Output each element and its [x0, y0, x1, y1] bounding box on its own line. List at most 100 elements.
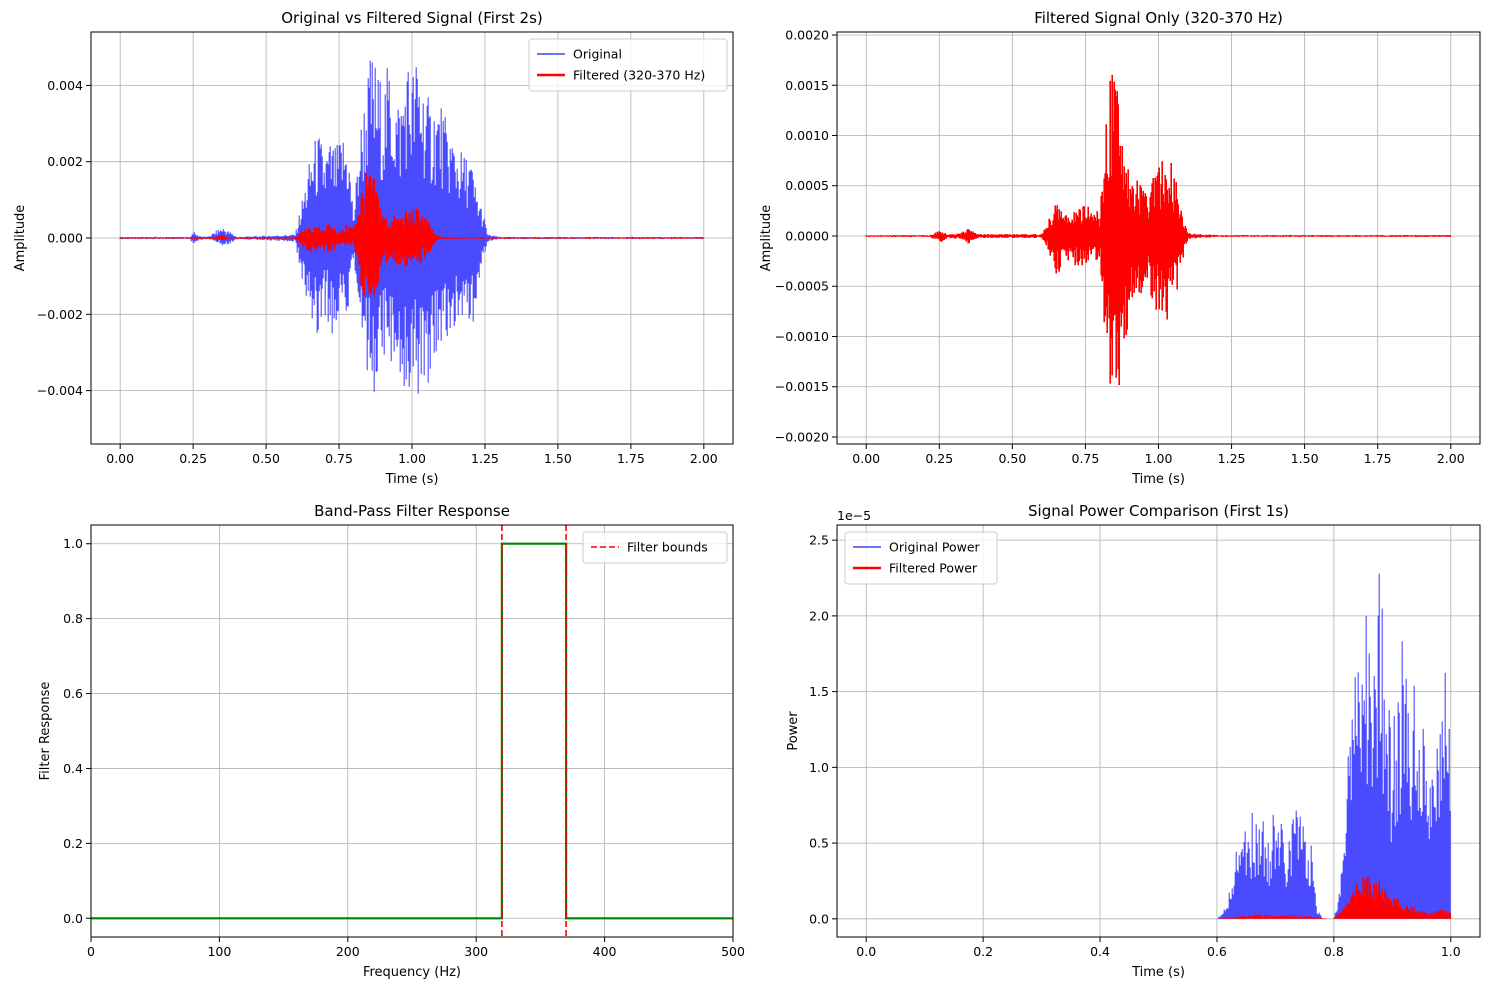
series-filter-bounds: [501, 525, 567, 937]
y-tick-label: 0.0: [809, 911, 829, 926]
x-ticks: 0 100 200 300 400 500: [87, 937, 745, 959]
y-tick-label: 0.0010: [785, 128, 829, 143]
y-axis-label: Amplitude: [759, 205, 774, 272]
data-layer: [865, 74, 1451, 386]
grid: [837, 32, 1480, 444]
y-tick-label: 2.0: [809, 608, 829, 623]
series-original-power: [1216, 573, 1451, 919]
y-tick-label: 0.0005: [785, 178, 829, 193]
x-tick-label: 0.00: [852, 451, 880, 466]
y-tick-label: −0.0010: [775, 329, 829, 344]
x-tick-label: 1.75: [617, 451, 645, 466]
data-layer: [119, 60, 704, 394]
legend-label: Original: [573, 47, 622, 62]
x-tick-label: 100: [207, 944, 231, 959]
y-tick-label: 1.0: [809, 760, 829, 775]
x-tick-label: 500: [721, 944, 745, 959]
series-signal: [91, 542, 733, 920]
x-tick-label: 1.50: [544, 451, 572, 466]
series-trace: [1216, 573, 1451, 919]
data-layer: [1216, 573, 1451, 919]
y-tick-label: 1.5: [809, 684, 829, 699]
y-offset-text: 1e−5: [837, 508, 871, 523]
y-tick-label: −0.0015: [775, 379, 829, 394]
chart-title: Filtered Signal Only (320-370 Hz): [1034, 9, 1283, 27]
x-tick-label: 1.50: [1291, 451, 1319, 466]
x-tick-label: 0.25: [179, 451, 207, 466]
x-tick-label: 0.6: [1207, 944, 1227, 959]
x-tick-label: 1.25: [1218, 451, 1246, 466]
chart-title: Signal Power Comparison (First 1s): [1028, 502, 1289, 520]
legend-label: Original Power: [889, 540, 981, 555]
x-tick-label: 300: [464, 944, 488, 959]
y-axis-label: Amplitude: [13, 205, 28, 272]
response-line: [91, 542, 733, 920]
y-tick-label: 0.6: [63, 686, 83, 701]
y-tick-label: 0.0015: [785, 78, 829, 93]
x-tick-label: 0.0: [856, 944, 876, 959]
legend-entry: Original: [537, 47, 622, 62]
axes-frame: [90, 524, 734, 938]
y-ticks: 0.0 0.2 0.4 0.6 0.8 1.0: [63, 536, 91, 926]
x-tick-label: 0.25: [925, 451, 953, 466]
x-tick-label: 1.00: [1145, 451, 1173, 466]
x-ticks: 0.0 0.2 0.4 0.6 0.8 1.0: [856, 937, 1461, 959]
axes-frame: [836, 524, 1481, 938]
x-tick-label: 2.00: [1437, 451, 1465, 466]
x-axis-label: Time (s): [1131, 472, 1185, 487]
legend-label: Filter bounds: [627, 540, 708, 555]
x-tick-label: 1.00: [398, 451, 426, 466]
series-filtered-power: [1217, 876, 1451, 919]
x-tick-label: 1.25: [471, 451, 499, 466]
y-tick-label: 0.0: [63, 911, 83, 926]
y-axis-label: Power: [786, 711, 801, 751]
x-tick-label: 1.75: [1364, 451, 1392, 466]
legend: Filter bounds: [582, 531, 728, 564]
series-trace: [1217, 876, 1451, 919]
y-tick-label: 0.0020: [785, 28, 829, 43]
y-tick-label: 1.0: [63, 536, 83, 551]
series-filtered-320-370-hz-: [119, 173, 704, 296]
x-tick-label: 0.00: [106, 451, 134, 466]
legend-label: Filtered Power: [889, 561, 978, 576]
x-axis-label: Time (s): [385, 472, 439, 487]
chart-4: 0.0 0.2 0.4 0.6 0.8 1.0 0.0 0.5 1.0 1.5 2.0 2.5 Sign…: [786, 502, 1481, 980]
x-tick-label: 0: [87, 944, 95, 959]
x-tick-label: 0.50: [998, 451, 1026, 466]
legend: Original Filtered (320-370 Hz): [528, 38, 728, 92]
x-tick-label: 0.75: [1072, 451, 1100, 466]
y-tick-label: 0.004: [47, 78, 83, 93]
y-tick-label: 0.4: [63, 761, 83, 776]
y-tick-label: 2.5: [809, 533, 829, 548]
x-ticks: 0.00 0.25 0.50 0.75 1.00 1.25 1.50 1.75 2.00: [106, 444, 718, 466]
chart-2: 0.00 0.25 0.50 0.75 1.00 1.25 1.50 1.75 2.00 −0.0…: [759, 9, 1481, 487]
legend-entry: Filter bounds: [591, 540, 708, 555]
legend: Original Power Filtered Power: [844, 531, 998, 585]
y-tick-label: −0.004: [37, 383, 83, 398]
x-tick-label: 200: [336, 944, 360, 959]
legend-box: [582, 531, 728, 564]
x-tick-label: 0.8: [1324, 944, 1344, 959]
y-tick-label: 0.5: [809, 836, 829, 851]
x-tick-label: 1.0: [1441, 944, 1461, 959]
x-tick-label: 0.75: [325, 451, 353, 466]
x-tick-label: 0.4: [1090, 944, 1110, 959]
legend-label: Filtered (320-370 Hz): [573, 68, 705, 83]
legend-entry: Filtered Power: [853, 561, 978, 576]
y-tick-label: 0.8: [63, 611, 83, 626]
chart-1: 0.00 0.25 0.50 0.75 1.00 1.25 1.50 1.75 2.00 −0.0…: [13, 9, 734, 487]
data-layer: [91, 525, 733, 937]
series-trace: [119, 173, 704, 296]
x-tick-label: 400: [593, 944, 617, 959]
x-ticks: 0.00 0.25 0.50 0.75 1.00 1.25 1.50 1.75 2.00: [852, 444, 1465, 466]
legend-box: [844, 531, 998, 585]
x-axis-label: Frequency (Hz): [363, 965, 461, 980]
y-ticks: −0.004 −0.002 0.000 0.002 0.004: [37, 78, 91, 398]
y-ticks: 0.0 0.5 1.0 1.5 2.0 2.5: [809, 533, 837, 926]
chart-title: Original vs Filtered Signal (First 2s): [281, 9, 543, 27]
y-tick-label: −0.0005: [775, 279, 829, 294]
y-axis-label: Filter Response: [38, 682, 53, 781]
chart-title: Band-Pass Filter Response: [314, 502, 510, 520]
x-tick-label: 0.50: [252, 451, 280, 466]
